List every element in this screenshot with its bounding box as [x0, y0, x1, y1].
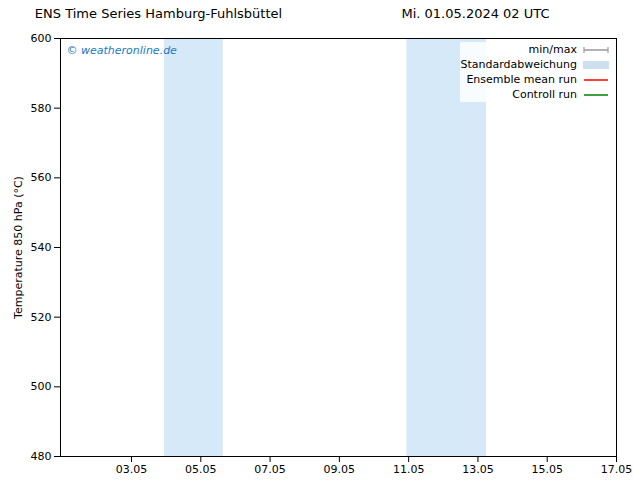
- svg-text:500: 500: [31, 380, 52, 393]
- svg-text:Temperature 850 hPa (°C): Temperature 850 hPa (°C): [12, 176, 25, 320]
- svg-text:13.05: 13.05: [462, 463, 494, 476]
- html-text:Controll run: Controll run: [512, 88, 577, 101]
- svg-text:09.05: 09.05: [324, 463, 356, 476]
- svg-text:15.05: 15.05: [531, 463, 563, 476]
- svg-text:560: 560: [31, 171, 52, 184]
- svg-text:17.05: 17.05: [601, 463, 633, 476]
- svg-text:540: 540: [31, 241, 52, 254]
- svg-text:07.05: 07.05: [254, 463, 286, 476]
- svg-text:520: 520: [31, 311, 52, 324]
- html-text:Mi. 01.05.2024 02 UTC: Mi. 01.05.2024 02 UTC: [401, 5, 550, 21]
- html-text:ENS Time Series Hamburg-Fuhlsb: ENS Time Series Hamburg-Fuhlsbüttel: [34, 5, 283, 21]
- svg-text:© weatheronline.de: © weatheronline.de: [67, 44, 178, 57]
- svg-text:03.05: 03.05: [116, 463, 148, 476]
- html-text:Ensemble mean run: Ensemble mean run: [466, 73, 577, 86]
- html-text:min/max: min/max: [528, 43, 577, 56]
- svg-text:600: 600: [31, 32, 52, 45]
- svg-text:480: 480: [31, 450, 52, 463]
- svg-text:11.05: 11.05: [393, 463, 425, 476]
- svg-text:05.05: 05.05: [185, 463, 217, 476]
- html-text:Standardabweichung: Standardabweichung: [460, 58, 577, 71]
- svg-text:580: 580: [31, 102, 52, 115]
